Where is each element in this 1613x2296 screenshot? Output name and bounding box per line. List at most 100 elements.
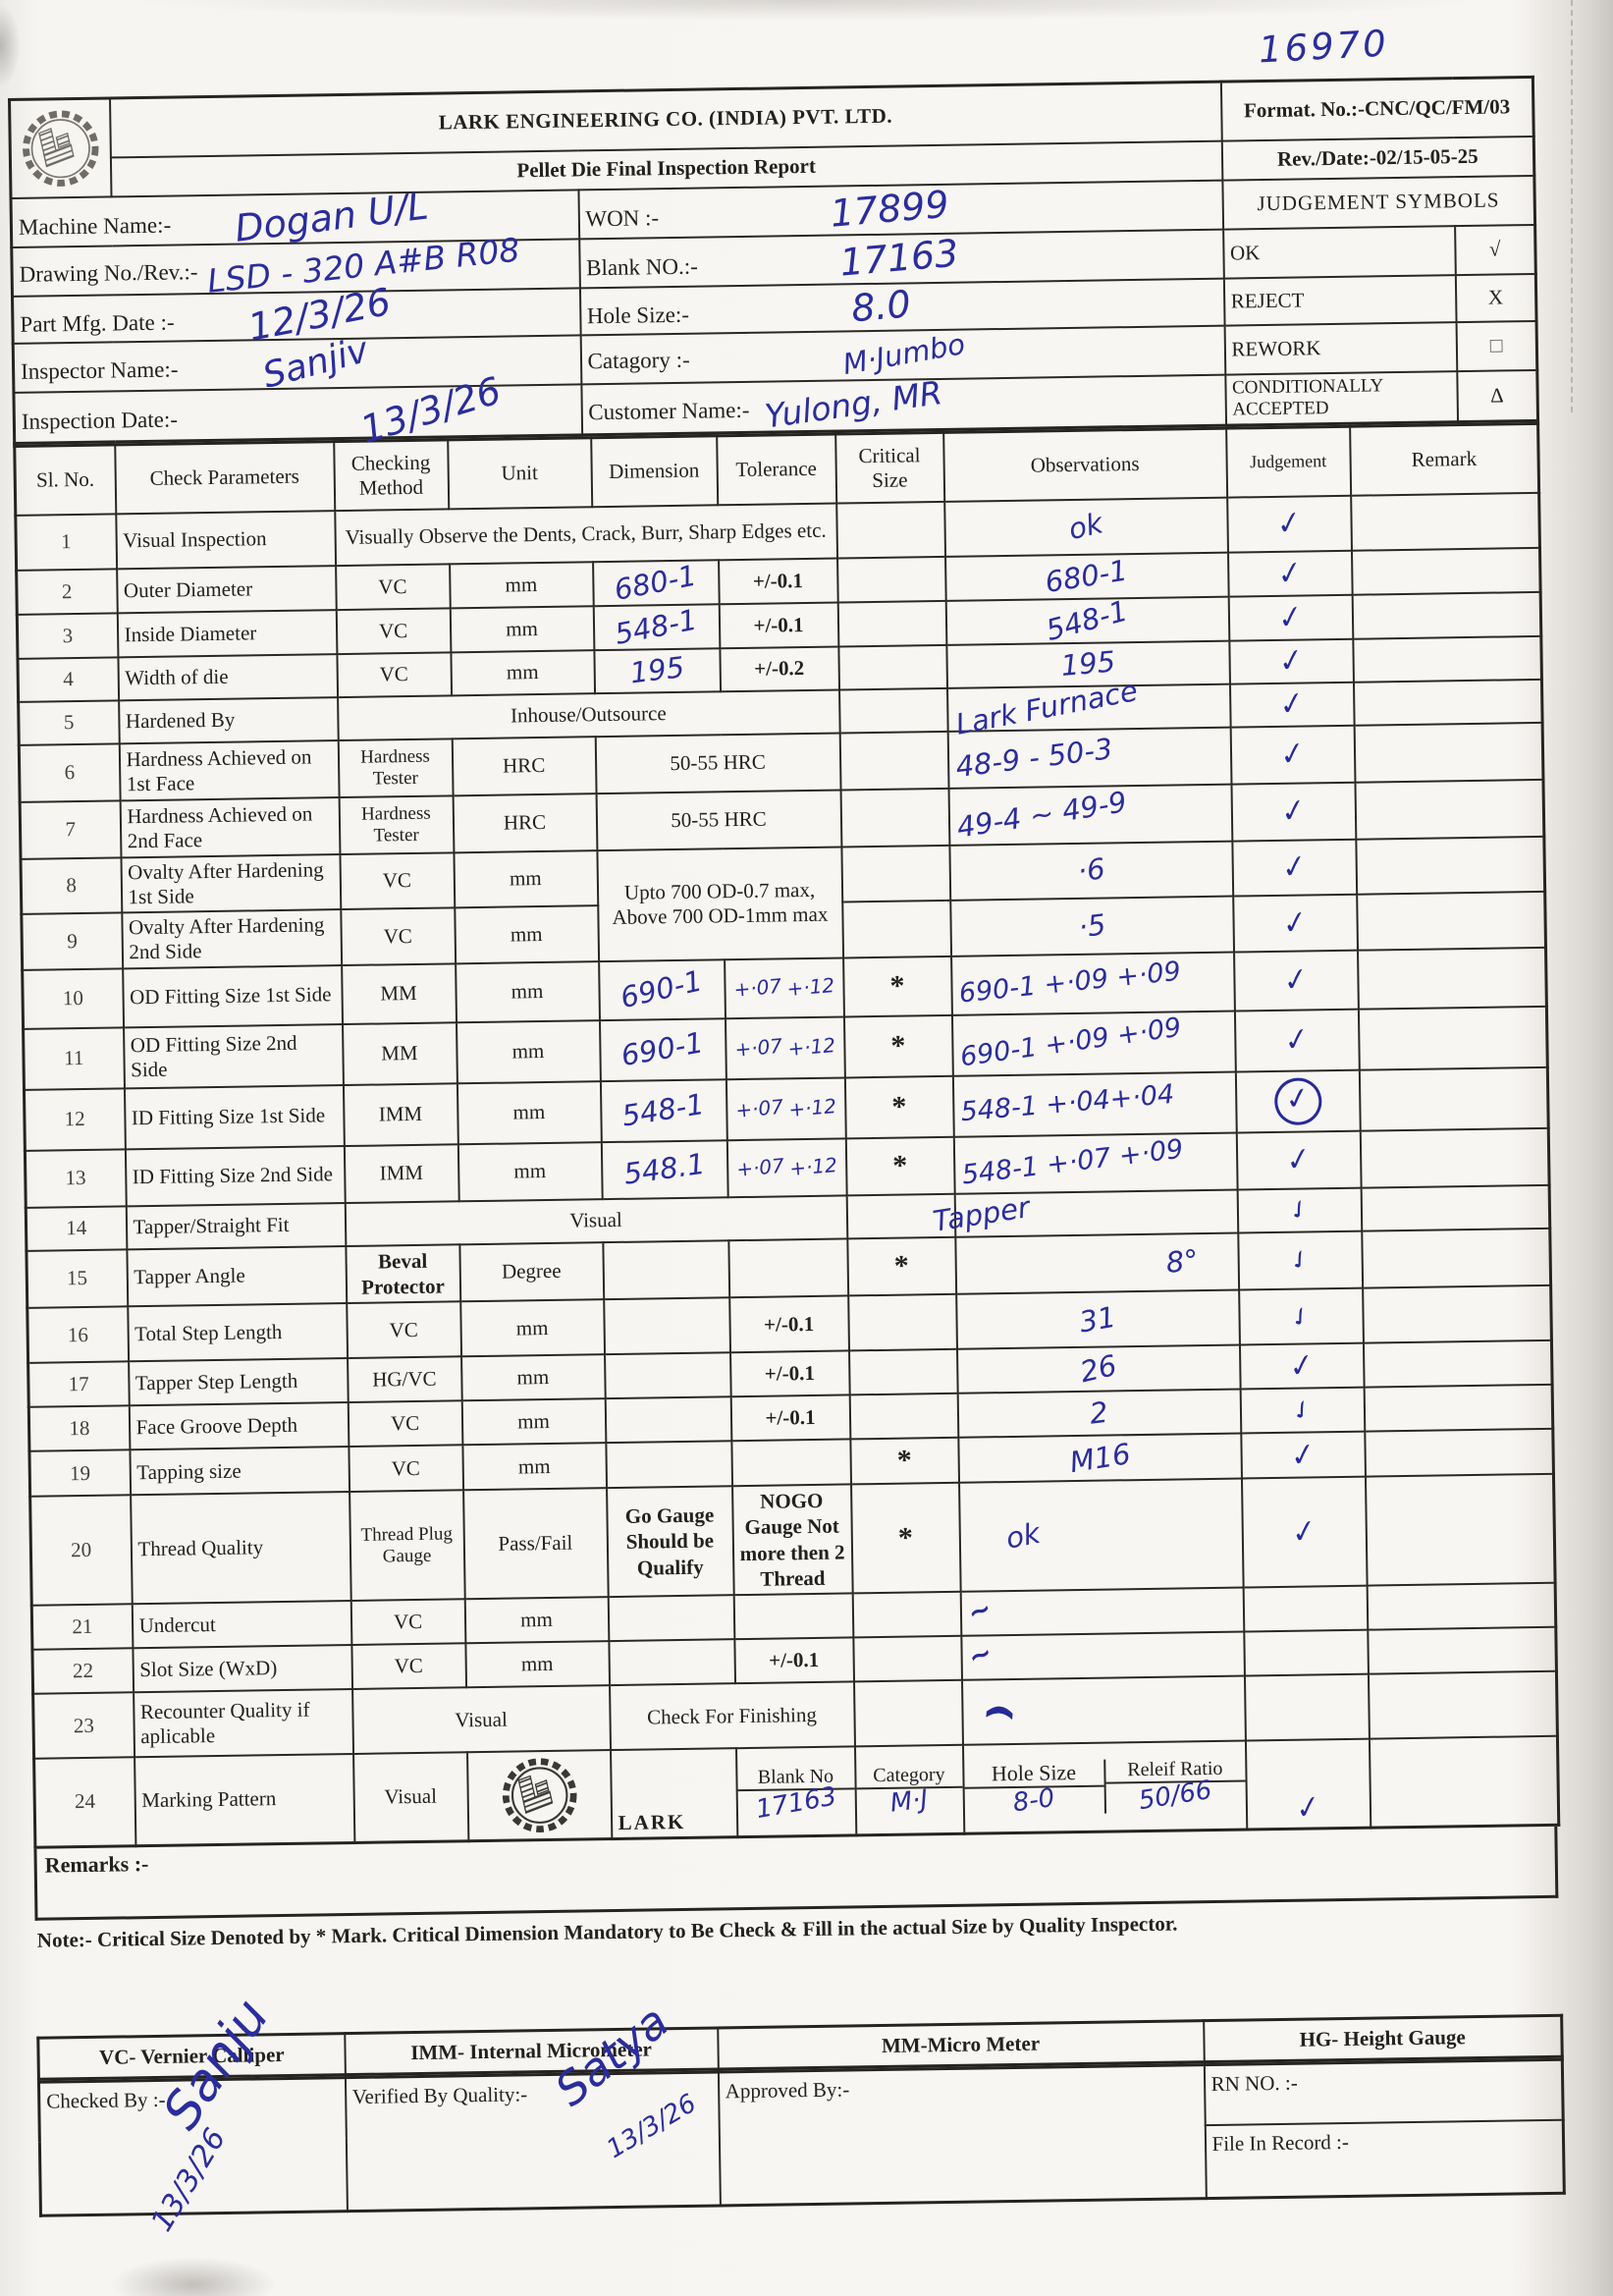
remark-cell	[1358, 1006, 1548, 1070]
critical-star: *	[844, 1075, 954, 1138]
judgement-tick: ✓	[1277, 683, 1307, 725]
dimension-value: 548-1	[612, 602, 701, 651]
tolerance-cell	[730, 1439, 851, 1487]
judgement-tick: ✓	[1284, 1393, 1320, 1428]
remarks-label: Remarks :-	[44, 1850, 149, 1878]
method-cell: VC	[350, 1643, 466, 1689]
row-param: Tapper Angle	[126, 1245, 347, 1307]
tolerance-hand-2: +·12	[787, 1152, 838, 1180]
row-sl: 17	[27, 1361, 130, 1407]
method-cell: Visual	[352, 1752, 468, 1842]
customer-label: Customer Name:-	[588, 397, 750, 425]
remark-cell	[1359, 1066, 1549, 1131]
method-cell: VC	[340, 906, 456, 965]
remark-cell	[1357, 947, 1547, 1010]
critical-star: *	[845, 1136, 955, 1195]
table-row: 24 Marking Pattern Visual	[33, 1735, 1559, 1847]
row-param: Undercut	[132, 1600, 351, 1649]
dimension-cell	[608, 1639, 735, 1686]
row-param: Ovalty After Hardening 1st Side	[120, 853, 341, 912]
judgement-tick: ✓	[1276, 596, 1305, 638]
dimension-value: 690-1	[618, 963, 706, 1015]
row-param: Outer Diameter	[116, 565, 337, 613]
sub-value-category: M·J	[888, 1783, 931, 1819]
row-sl: 11	[23, 1026, 125, 1090]
remark-cell	[1360, 1127, 1550, 1188]
remark-cell	[1367, 1626, 1557, 1674]
col-header-sl: Sl. No.	[14, 444, 116, 516]
machine-name-value: Dogan U/L	[233, 184, 431, 250]
crit-cell	[852, 1591, 961, 1638]
row-sl: 5	[18, 699, 120, 745]
row-param: Tapper Step Length	[128, 1358, 349, 1406]
unit-cell: mm	[453, 849, 598, 907]
row-sl: 4	[17, 656, 119, 702]
tolerance-hand-2: +·12	[785, 972, 835, 1001]
ovality-note-cell: Upto 700 OD-0.7 max, Above 700 OD-1mm ma…	[596, 846, 843, 961]
approved-by-label: Approved By:-	[725, 2077, 850, 2103]
tolerance-hand-2: +·12	[787, 1093, 837, 1121]
won-label: WON :-	[585, 204, 660, 231]
row-param: Hardness Achieved on 2nd Face	[120, 796, 340, 857]
judgement-tick: ✓	[1279, 791, 1308, 832]
crit-cell	[837, 644, 947, 690]
ovality-note-line2: Above 700 OD-1mm max	[612, 902, 829, 929]
tolerance-cell: +/-0.1	[733, 1637, 854, 1684]
tolerance-hand-1: +·07	[732, 973, 782, 1002]
crit-cell	[837, 600, 946, 647]
gear-logo-icon	[22, 110, 99, 187]
customer-cell: Customer Name:- Yulong, MR	[580, 373, 1226, 435]
rework-label: REWORK	[1224, 321, 1457, 375]
row-sl: 12	[24, 1087, 126, 1151]
go-gauge-cell: Go Gauge Should be Qualify	[606, 1486, 734, 1598]
form-content: LARK ENGINEERING CO. (INDIA) PVT. LTD. F…	[8, 75, 1566, 2238]
observation-value: M16	[1066, 1436, 1133, 1479]
observation-value: 31	[1076, 1299, 1119, 1339]
blank-no-value: 17163	[838, 231, 961, 285]
observation-value: 690-1 +·09 +·09	[957, 1012, 1183, 1073]
observation-value: ok	[1002, 1515, 1043, 1556]
tolerance-cell: +/-0.1	[730, 1394, 850, 1442]
dimension-value: 548-1	[619, 1086, 708, 1133]
tolerance-hand-1: +·07	[733, 1033, 783, 1062]
unit-cell: mm	[450, 605, 594, 652]
row-sl: 22	[31, 1648, 134, 1694]
header-table: LARK ENGINEERING CO. (INDIA) PVT. LTD. F…	[8, 75, 1540, 452]
unit-cell: mm	[464, 1597, 609, 1644]
dimension-cell	[605, 1441, 732, 1489]
row-note: Visual	[345, 1194, 847, 1246]
unit-cell: mm	[464, 1641, 610, 1688]
inspection-table: Sl. No. Check Parameters Checking Method…	[13, 421, 1561, 1849]
unit-cell: mm	[461, 1398, 606, 1446]
critical-star: *	[850, 1482, 961, 1594]
row-param: Thread Quality	[130, 1491, 351, 1605]
unit-cell: Degree	[458, 1241, 604, 1302]
format-number: Format. No.:-CNC/QC/FM/03	[1220, 77, 1534, 141]
method-cell: HG/VC	[347, 1356, 462, 1403]
crit-cell	[839, 731, 949, 790]
judgement-tick: ✓	[1290, 1511, 1318, 1553]
remark-cell	[1367, 1582, 1556, 1630]
conditionally-accepted-label: CONDITIONALLY ACCEPTED	[1224, 370, 1458, 426]
method-cell: VC	[348, 1400, 462, 1448]
crit-cell	[852, 1635, 962, 1682]
row-param: Tapping size	[129, 1447, 349, 1496]
observation-value: 548-1 +·07 +·09	[959, 1133, 1185, 1191]
row-sl: 23	[32, 1692, 134, 1759]
reject-label: REJECT	[1223, 274, 1457, 326]
row-param: Total Step Length	[127, 1303, 348, 1362]
subtable-blank-no: Blank No 17163	[735, 1746, 856, 1837]
row-param: Marking Pattern	[134, 1753, 354, 1846]
row-sl: 20	[29, 1495, 133, 1606]
row-sl: 21	[31, 1604, 133, 1650]
observation-value: 195	[1059, 644, 1117, 683]
method-cell: MM	[342, 1021, 457, 1085]
judgement-tick: ✓	[1282, 1019, 1312, 1061]
rn-no-label: RN NO. :-	[1210, 2070, 1298, 2096]
verified-by-cell: Verified By Quality:-	[345, 2071, 721, 2212]
handwritten-serial-number: 16970	[1257, 22, 1390, 72]
remark-cell	[1365, 1473, 1556, 1586]
remark-cell	[1351, 547, 1541, 595]
remark-cell	[1354, 722, 1543, 783]
row-param: Face Groove Depth	[129, 1402, 349, 1450]
